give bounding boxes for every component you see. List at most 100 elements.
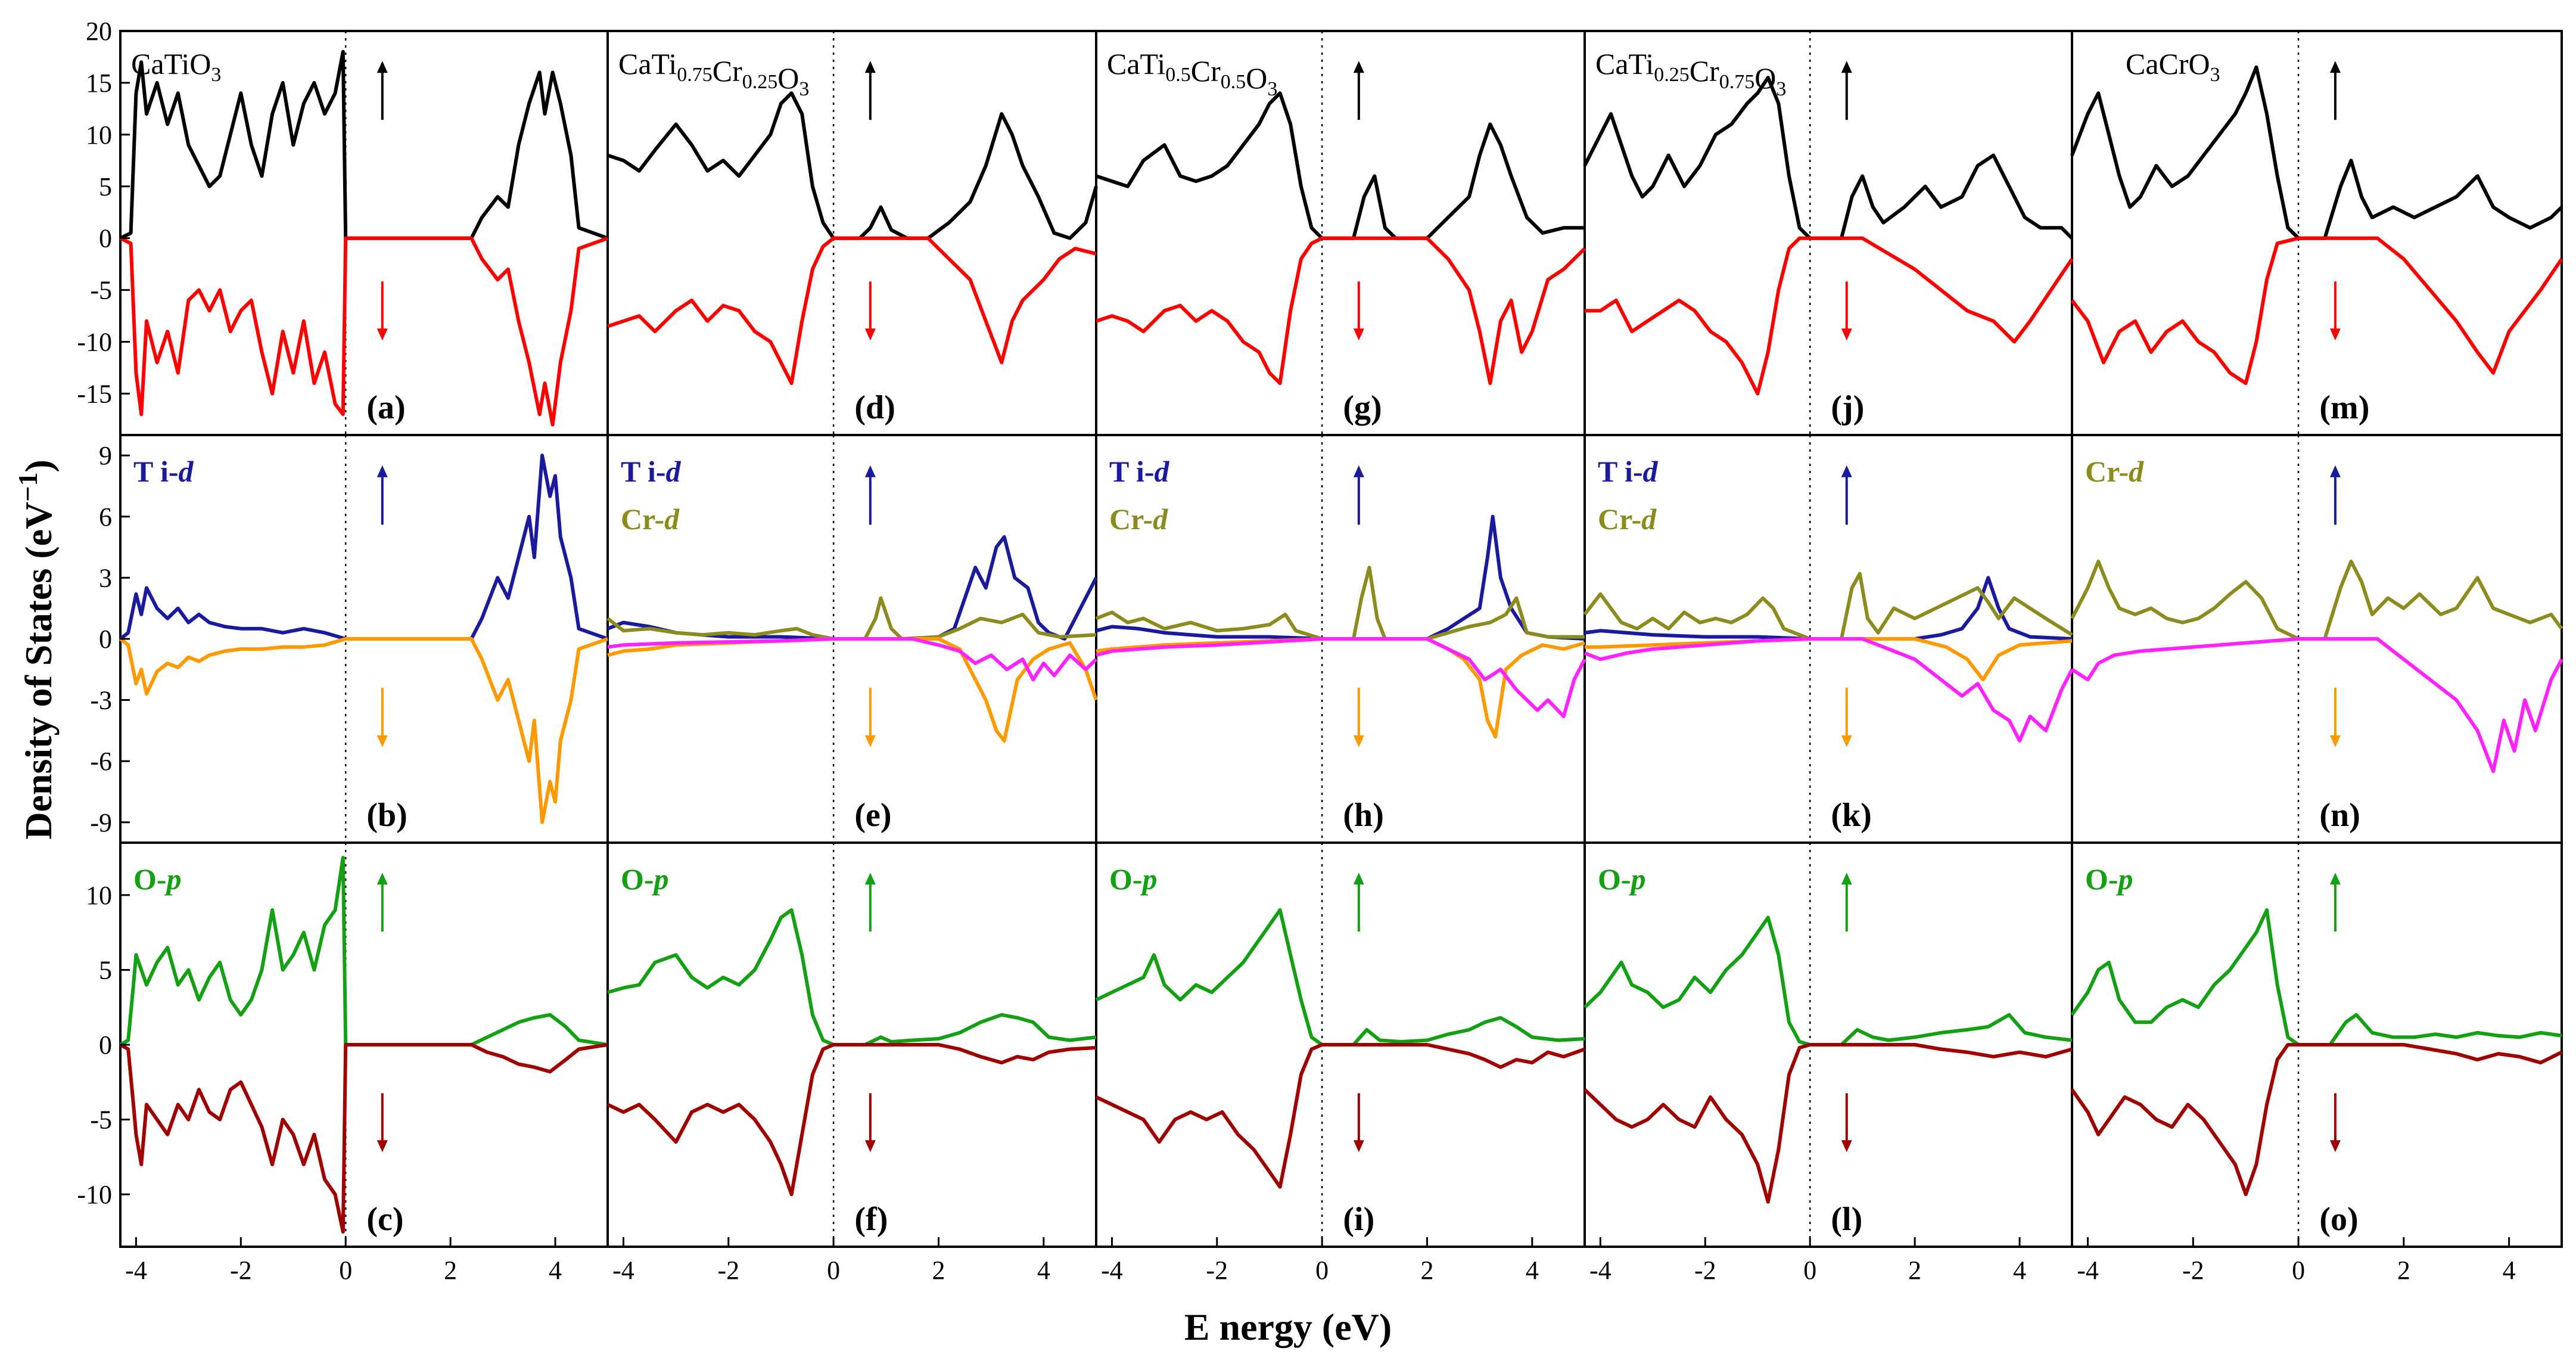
panel-label: (e) xyxy=(854,797,891,834)
y-tick-label: -3 xyxy=(90,686,112,715)
series-line-total-down xyxy=(1096,236,1586,386)
y-tick-label: -5 xyxy=(90,1106,112,1135)
spin-down-arrowhead xyxy=(864,1140,876,1153)
x-tick-label: -2 xyxy=(717,1256,739,1285)
panel-label: (l) xyxy=(1831,1201,1862,1238)
spin-down-arrowhead xyxy=(2329,1140,2341,1153)
panel-label: (k) xyxy=(1831,797,1871,834)
series-line-total-up xyxy=(2070,65,2563,240)
y-tick-label: 9 xyxy=(99,441,112,470)
series-line-total-down xyxy=(119,236,609,427)
panel-frame xyxy=(2071,30,2563,436)
legend-label: Cr-d xyxy=(2085,455,2144,488)
series-line-cr-up xyxy=(1095,566,1585,641)
series-line-total-up xyxy=(1583,76,2074,240)
dos-panel-e: (e)T i-dCr-d xyxy=(606,455,1098,834)
series-line-cr-down xyxy=(1583,637,2074,743)
spin-down-arrowhead xyxy=(377,1140,388,1153)
composition-comp-pre: CaTiO xyxy=(131,47,211,80)
composition-comp-sub: 0.75 xyxy=(677,64,713,86)
panel-grid: (a)CaTiO3(d)CaTi0.75Cr0.25O3(g)CaTi0.5Cr… xyxy=(119,30,2563,1248)
y-tick-label: -6 xyxy=(90,747,112,776)
series-line-ti-down xyxy=(1096,637,1585,739)
dos-panel-h: (h)T i-dCr-d xyxy=(1095,455,1586,834)
composition-comp-post: O xyxy=(777,61,799,95)
legend-orbital: p xyxy=(652,862,669,896)
spin-down-arrowhead xyxy=(2329,328,2341,341)
x-tick-label: -4 xyxy=(612,1256,634,1285)
series-line-ti-up xyxy=(1096,514,1585,641)
panel-label: (f) xyxy=(854,1201,888,1238)
legend-element: T i- xyxy=(621,455,666,488)
legend-orbital: d xyxy=(1155,455,1170,488)
x-tick-label: 4 xyxy=(1526,1256,1539,1285)
x-tick-label: 4 xyxy=(2013,1256,2026,1285)
series-line-ti-down xyxy=(607,637,1098,743)
y-tick-label: 3 xyxy=(99,563,112,592)
spin-down-arrowhead xyxy=(377,328,388,341)
dos-panel-g: (g)CaTi0.5Cr0.5O3 xyxy=(1096,47,1586,426)
spin-up-arrowhead xyxy=(1353,872,1364,885)
y-tick-label: -10 xyxy=(77,328,112,357)
panel-label: (o) xyxy=(2319,1201,2358,1238)
legend-label: O-p xyxy=(1109,862,1158,896)
series-line-cr-down xyxy=(1096,637,1586,718)
series-line-o-up xyxy=(1095,908,1585,1047)
x-tick-label: 2 xyxy=(1420,1256,1433,1285)
legend-label: O-p xyxy=(133,862,182,896)
legend-element: T i- xyxy=(1598,455,1643,488)
x-tick-label: -4 xyxy=(1101,1256,1123,1285)
x-tick-label: 0 xyxy=(2292,1256,2305,1285)
series-line-total-up xyxy=(607,91,1098,240)
composition-comp-post: O xyxy=(1754,61,1776,95)
spin-down-arrowhead xyxy=(864,328,876,341)
y-axis-ticks: 20 15 10 5 0 -5 -10 -15 9 6 3 0 -3 -6 -9 10 5 0 -5 -10 xyxy=(77,17,130,1209)
legend-element: Cr- xyxy=(1109,502,1153,536)
x-tick-label: 0 xyxy=(339,1256,352,1285)
legend-element: T i- xyxy=(133,455,179,488)
composition-comp-post: O xyxy=(1246,61,1267,95)
spin-down-arrowhead xyxy=(864,735,876,747)
legend-element: O- xyxy=(133,862,167,896)
spin-up-arrowhead xyxy=(377,872,388,885)
legend-orbital: p xyxy=(1140,862,1158,896)
composition-comp-sub: 0.5 xyxy=(1165,64,1191,86)
x-axis-title: E nergy (eV) xyxy=(1184,1306,1392,1348)
composition-comp-pre: CaTi xyxy=(1595,47,1654,80)
panel-frame xyxy=(2071,841,2563,1248)
composition-comp-sub: 3 xyxy=(211,64,221,86)
composition-comp-mid: Cr xyxy=(713,54,742,88)
composition-comp-sub2: 0.5 xyxy=(1221,71,1246,93)
y-tick-label: 0 xyxy=(99,1030,112,1060)
series-line-o-down xyxy=(2070,1043,2563,1197)
composition-comp-mid: Cr xyxy=(1690,54,1719,88)
spin-up-arrowhead xyxy=(2329,872,2341,885)
legend-element: Cr- xyxy=(2085,455,2129,488)
dos-panel-c: (c) O-p xyxy=(119,856,608,1238)
y-axis-title-close: ) xyxy=(17,459,60,472)
legend-label: T i-d xyxy=(1598,455,1659,488)
series-line-o-down xyxy=(1095,1043,1586,1189)
x-tick-label: -2 xyxy=(2182,1256,2204,1285)
dos-panel-a: (a) CaTiO3 xyxy=(119,47,609,427)
legend-label: Cr-d xyxy=(1598,502,1657,536)
dos-panel-n: (n) Cr-d xyxy=(2070,455,2563,834)
legend-orbital: d xyxy=(666,455,682,488)
spin-up-arrowhead xyxy=(2329,465,2341,477)
legend-label: Cr-d xyxy=(1109,502,1168,536)
x-tick-label: 4 xyxy=(2503,1256,2516,1285)
series-line-o-down xyxy=(1583,1043,2073,1204)
series-line-o-up xyxy=(2070,908,2562,1047)
composition-label: CaTi0.5Cr0.5O3 xyxy=(1107,47,1277,100)
y-tick-label: 10 xyxy=(86,120,112,150)
legend-label: T i-d xyxy=(133,455,194,488)
series-line-total-down xyxy=(2070,236,2563,386)
series-line-o-down xyxy=(119,1043,608,1234)
y-tick-label: -5 xyxy=(90,276,112,305)
spin-up-arrowhead xyxy=(864,61,876,73)
spin-up-arrowhead xyxy=(1841,872,1852,885)
legend-label: T i-d xyxy=(1109,455,1170,488)
spin-down-arrowhead xyxy=(1353,1140,1364,1153)
spin-down-arrowhead xyxy=(1353,735,1364,747)
panel-label: (b) xyxy=(366,797,407,834)
